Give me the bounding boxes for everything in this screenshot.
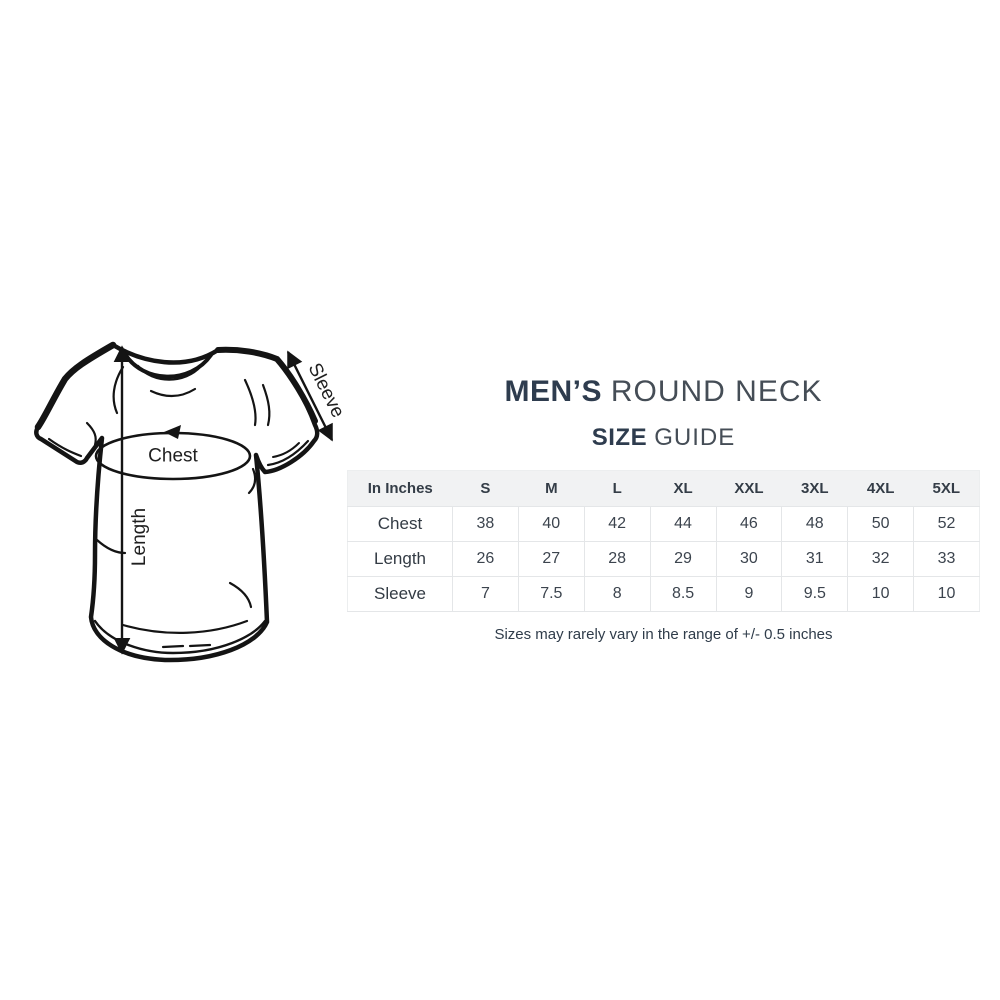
- column-header-m: M: [518, 470, 585, 507]
- size-value-cell: 29: [649, 541, 716, 577]
- shoulder-accent-left: [34, 341, 117, 431]
- size-value-cell: 7.5: [517, 576, 585, 612]
- size-value-cell: 10: [847, 576, 914, 612]
- column-header-s: S: [452, 470, 519, 507]
- hem-dash-1: [161, 644, 185, 649]
- size-value-cell: 28: [583, 541, 651, 577]
- column-header-5xl: 5XL: [913, 470, 980, 507]
- length-label: Length: [129, 508, 150, 566]
- size-value-cell: 52: [913, 506, 980, 542]
- table-row-length: Length 26 27 28 29 30 31 32 33: [347, 541, 980, 577]
- size-value-cell: 48: [781, 506, 848, 542]
- collar-shadow-line: [149, 387, 197, 398]
- size-value-cell: 40: [517, 506, 585, 542]
- page-title: MEN’S ROUND NECK: [347, 375, 980, 409]
- column-header-3xl: 3XL: [781, 470, 848, 507]
- wrinkle-right-sleeve-2: [261, 383, 271, 427]
- size-value-cell: 10: [913, 576, 980, 612]
- page-subtitle: SIZE GUIDE: [347, 423, 980, 453]
- tshirt-illustration: Chest Length Sleeve: [34, 341, 345, 663]
- wrinkle-lower-body: [121, 619, 249, 634]
- size-note: Sizes may rarely vary in the range of +/…: [494, 626, 833, 643]
- column-header-l: L: [584, 470, 651, 507]
- wrinkle-left-underarm: [85, 421, 97, 447]
- chest-label: Chest: [148, 446, 198, 467]
- column-header-xl: XL: [650, 470, 716, 507]
- wrinkle-right-sleeve-1: [243, 378, 257, 427]
- collar-detail-line: [136, 364, 203, 381]
- column-header-xxl: XXL: [716, 470, 782, 507]
- size-table: In Inches S M L XL XXL 3XL 4XL 5XL Chest…: [347, 470, 980, 612]
- size-value-cell: 38: [452, 506, 519, 542]
- size-value-cell: 31: [781, 541, 848, 577]
- size-value-cell: 7: [452, 576, 519, 612]
- size-value-cell: 9: [715, 576, 782, 612]
- size-value-cell: 27: [517, 541, 585, 577]
- size-value-cell: 33: [913, 541, 980, 577]
- size-value-cell: 42: [583, 506, 651, 542]
- wrinkle-chest-right: [247, 467, 257, 495]
- page-subtitle-bold: SIZE: [591, 424, 648, 451]
- column-header-4xl: 4XL: [847, 470, 914, 507]
- page-title-bold: MEN’S: [504, 375, 602, 408]
- row-label-sleeve: Sleeve: [347, 576, 453, 612]
- size-value-cell: 32: [847, 541, 914, 577]
- page-title-light: ROUND NECK: [610, 375, 823, 408]
- tshirt-outline: [34, 342, 320, 663]
- hem-dash-2: [188, 643, 212, 648]
- sleeve-arrow: [286, 350, 334, 442]
- right-cuff-wrinkle: [272, 442, 300, 458]
- table-row-chest: Chest 38 40 42 44 46 48 50 52: [347, 506, 980, 542]
- row-label-chest: Chest: [347, 506, 453, 542]
- size-value-cell: 30: [715, 541, 782, 577]
- tshirt-diagram: Chest Length Sleeve: [25, 325, 345, 670]
- table-row-sleeve: Sleeve 7 7.5 8 8.5 9 9.5 10 10: [347, 576, 980, 612]
- row-label-length: Length: [347, 541, 453, 577]
- size-value-cell: 50: [847, 506, 914, 542]
- size-value-cell: 8.5: [649, 576, 716, 612]
- chest-arrowhead: [164, 425, 181, 439]
- size-value-cell: 9.5: [781, 576, 848, 612]
- size-value-cell: 44: [649, 506, 716, 542]
- size-table-header-row: In Inches S M L XL XXL 3XL 4XL 5XL: [347, 470, 980, 507]
- size-value-cell: 26: [452, 541, 519, 577]
- wrinkle-body-right: [228, 581, 253, 609]
- page-subtitle-light: GUIDE: [654, 424, 736, 451]
- size-value-cell: 8: [583, 576, 651, 612]
- left-cuff-line: [47, 437, 83, 458]
- unit-header-cell: In Inches: [347, 470, 453, 507]
- size-value-cell: 46: [715, 506, 782, 542]
- right-cuff-line: [266, 439, 310, 467]
- collar-inner-line: [123, 352, 213, 379]
